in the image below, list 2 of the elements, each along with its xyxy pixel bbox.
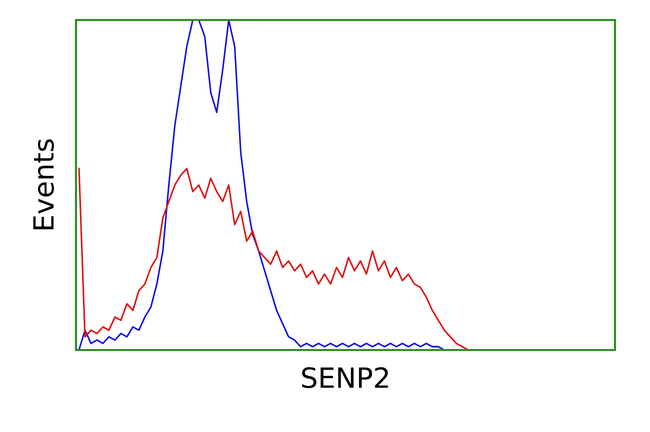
y-axis-title: Events (33, 139, 54, 230)
x-axis-title: SENP2 (302, 367, 388, 388)
